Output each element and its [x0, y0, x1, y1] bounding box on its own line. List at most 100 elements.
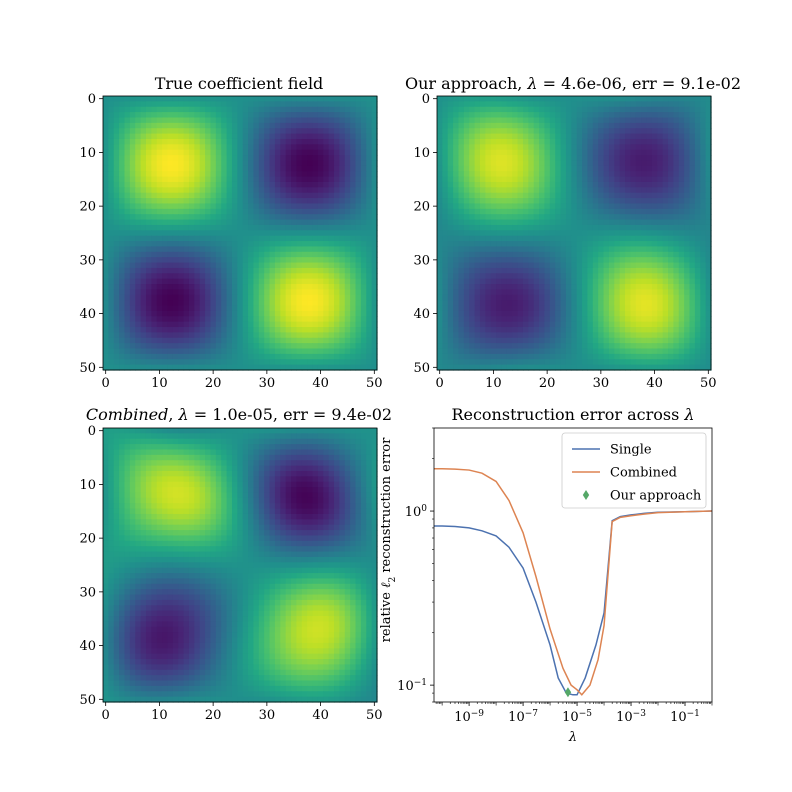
heatmap-cell: [172, 149, 179, 156]
heatmap-cell: [210, 171, 217, 178]
heatmap-cell: [662, 128, 669, 135]
heatmap-cell: [437, 224, 443, 231]
heatmap-cell: [592, 224, 599, 231]
heatmap-cell: [608, 337, 615, 344]
heatmap-cell: [512, 187, 519, 194]
heatmap-cell: [350, 251, 357, 258]
heatmap-cell: [248, 106, 255, 113]
heatmap-cell: [555, 176, 562, 183]
y-tick-label: 0: [88, 92, 96, 107]
heatmap-cell: [339, 144, 346, 151]
heatmap-cell: [705, 149, 712, 156]
heatmap-cell: [301, 241, 308, 248]
heatmap-cell: [264, 224, 271, 231]
x-tick-label: 0: [102, 376, 110, 391]
heatmap-cell: [156, 203, 163, 210]
heatmap-cell: [651, 289, 658, 296]
heatmap-cell: [344, 133, 351, 140]
heatmap-cell: [215, 122, 222, 129]
heatmap-cell: [113, 353, 120, 360]
heatmap-cell: [582, 214, 589, 221]
heatmap-cell: [555, 332, 562, 339]
heatmap-cell: [458, 133, 465, 140]
heatmap-cell: [231, 214, 238, 221]
heatmap-cell: [350, 192, 357, 199]
heatmap-cell: [668, 155, 674, 162]
heatmap-cell: [253, 101, 260, 108]
heatmap-cell: [506, 246, 513, 253]
heatmap-cell: [469, 155, 476, 162]
heatmap-cell: [437, 117, 443, 124]
heatmap-cell: [108, 112, 115, 119]
heatmap-cell: [274, 364, 281, 371]
heatmap-cell: [129, 187, 136, 194]
heatmap-cell: [533, 273, 540, 280]
heatmap-cell: [199, 122, 206, 129]
heatmap-cell: [113, 133, 120, 140]
heatmap-cell: [140, 128, 147, 135]
heatmap-cell: [296, 208, 303, 215]
heatmap-cell: [360, 251, 367, 258]
heatmap-cell: [619, 230, 626, 237]
heatmap-cell: [657, 165, 664, 172]
heatmap-cell: [231, 165, 238, 172]
heatmap-cell: [555, 214, 562, 221]
heatmap-cell: [522, 165, 529, 172]
heatmap-cell: [253, 149, 260, 156]
heatmap-cell: [237, 294, 244, 301]
heatmap-cell: [199, 203, 206, 210]
heatmap-cell: [549, 144, 556, 151]
heatmap-cell: [619, 235, 626, 242]
heatmap-cell: [463, 343, 470, 350]
heatmap-cell: [360, 155, 367, 162]
heatmap-cell: [135, 214, 142, 221]
heatmap-cell: [442, 230, 449, 237]
heatmap-cell: [140, 246, 147, 253]
heatmap-cell: [334, 343, 340, 350]
heatmap-cell: [205, 219, 212, 226]
heatmap-cell: [442, 337, 449, 344]
heatmap-cell: [307, 160, 314, 167]
heatmap-cell: [328, 106, 335, 113]
heatmap-cell: [565, 305, 572, 312]
heatmap-cell: [285, 171, 292, 178]
heatmap-cell: [178, 273, 185, 280]
heatmap-cell: [463, 267, 470, 274]
heatmap-cell: [587, 165, 594, 172]
heatmap-cell: [129, 343, 136, 350]
heatmap-cell: [496, 133, 503, 140]
heatmap-cell: [533, 171, 540, 178]
heatmap-cell: [339, 294, 346, 301]
heatmap-cell: [167, 364, 174, 371]
heatmap-cell: [253, 246, 260, 253]
heatmap-cell: [280, 171, 287, 178]
heatmap-cell: [608, 160, 615, 167]
heatmap-cell: [269, 321, 276, 328]
heatmap-cell: [119, 133, 126, 140]
heatmap-cell: [592, 122, 599, 129]
heatmap-cell: [646, 316, 653, 323]
heatmap-cell: [328, 300, 335, 307]
heatmap-cell: [528, 208, 535, 215]
heatmap-cell: [285, 144, 292, 151]
heatmap-cell: [479, 224, 486, 231]
heatmap-cell: [215, 128, 222, 135]
heatmap-cell: [296, 246, 303, 253]
heatmap-cell: [447, 165, 454, 172]
heatmap-cell: [598, 192, 605, 199]
heatmap-cell: [360, 224, 367, 231]
heatmap-cell: [334, 241, 340, 248]
heatmap-cell: [285, 187, 292, 194]
heatmap-cell: [371, 117, 378, 124]
heatmap-cell: [178, 208, 185, 215]
heatmap-cell: [614, 332, 621, 339]
heatmap-cell: [539, 214, 546, 221]
heatmap-cell: [474, 128, 481, 135]
heatmap-cell: [312, 359, 319, 366]
heatmap-cell: [221, 235, 228, 242]
heatmap-cell: [463, 112, 470, 119]
heatmap-cell: [635, 321, 642, 328]
heatmap-cell: [188, 300, 195, 307]
heatmap-cell: [366, 122, 373, 129]
heatmap-cell: [323, 128, 330, 135]
